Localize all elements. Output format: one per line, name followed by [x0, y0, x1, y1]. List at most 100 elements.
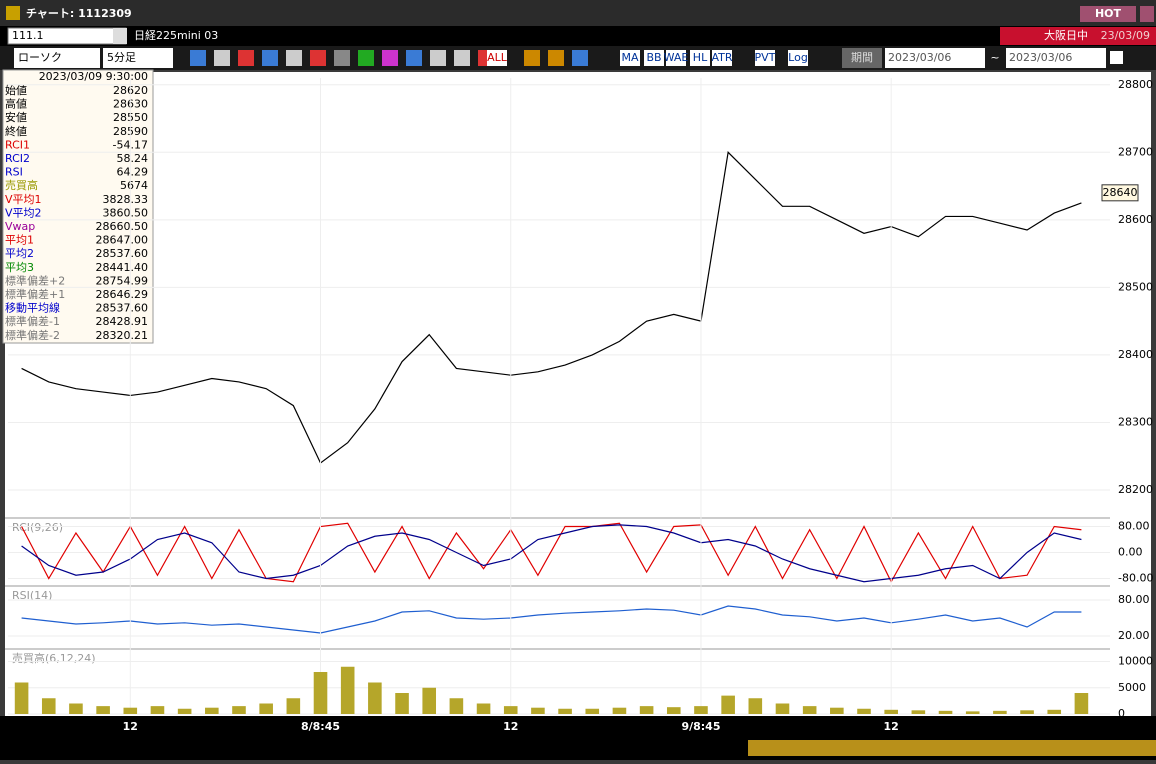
toolbar-icon[interactable]	[524, 50, 540, 66]
panel-title: 売買高(6,12,24)	[12, 651, 96, 665]
volume-bar	[802, 706, 817, 714]
x-tick-label: 9/8:45	[681, 720, 720, 733]
to-date-input[interactable]	[1006, 48, 1106, 68]
volume-bar	[965, 711, 980, 714]
info-timestamp: 2023/03/09 9:30:00	[39, 70, 148, 83]
symbol: 111.1	[12, 29, 44, 42]
volume-bar	[666, 707, 681, 714]
info-label: 平均2	[5, 247, 34, 260]
x-tick-label: 12	[884, 720, 899, 733]
y-tick-label: 28700	[1118, 145, 1153, 158]
toolbar-icon[interactable]	[430, 50, 446, 66]
toolbar-button[interactable]	[644, 50, 664, 66]
volume-bar	[1074, 693, 1089, 714]
volume-bar	[911, 710, 926, 714]
info-value: 28320.21	[96, 329, 149, 342]
volume-bar	[993, 710, 1007, 714]
volume-bar	[205, 707, 219, 714]
toolbar-icon[interactable]	[454, 50, 470, 66]
toolbar-icon[interactable]	[214, 50, 230, 66]
toolbar-button[interactable]	[788, 50, 808, 66]
info-label: V平均1	[5, 193, 42, 206]
info-value: 3828.33	[103, 193, 149, 206]
volume-bar	[313, 672, 328, 714]
from-date-input[interactable]	[885, 48, 985, 68]
date-separator: ~	[990, 51, 999, 64]
info-value: 28660.50	[96, 220, 149, 233]
toolbar-button[interactable]	[755, 50, 775, 66]
y-tick-label: 28300	[1118, 415, 1153, 428]
volume-bar	[476, 703, 491, 714]
info-value: 28537.60	[96, 247, 149, 260]
info-label: 平均3	[5, 261, 34, 274]
toolbar-button[interactable]	[712, 50, 732, 66]
y-tick-label: 0	[1118, 707, 1125, 720]
volume-bar	[232, 706, 246, 714]
y-tick-label: 28600	[1118, 213, 1153, 226]
toolbar-icon[interactable]	[238, 50, 254, 66]
toolbar-icon[interactable]	[334, 50, 350, 66]
y-tick-label: 28800	[1118, 78, 1153, 91]
toolbar-button[interactable]	[487, 50, 507, 66]
x-tick-label: 8/8:45	[301, 720, 340, 733]
toolbar-button[interactable]	[690, 50, 710, 66]
volume-bar	[14, 682, 29, 714]
period-label: 期間	[851, 51, 873, 64]
chart-type: ローソク	[18, 51, 62, 64]
toolbar-icon[interactable]	[548, 50, 564, 66]
toolbar-icon[interactable]	[358, 50, 374, 66]
toolbar-icon[interactable]	[406, 50, 422, 66]
panel-title: RCI(9,26)	[12, 521, 63, 534]
hot-button[interactable]	[1080, 6, 1136, 22]
y-tick-label: 28200	[1118, 483, 1153, 496]
y-tick-label: -80.00	[1118, 572, 1153, 585]
period-button[interactable]	[842, 48, 882, 68]
toolbar-button[interactable]	[620, 50, 640, 66]
panel-title: RSI(14)	[12, 589, 52, 602]
volume-bar	[938, 710, 953, 714]
info-label: V平均2	[5, 206, 42, 219]
close-button[interactable]	[1140, 6, 1154, 22]
symbol-dropdown[interactable]	[113, 28, 127, 44]
info-label: 標準偏差+2	[5, 273, 65, 287]
toolbar-icon[interactable]	[572, 50, 588, 66]
volume-bar	[395, 693, 409, 714]
info-label: 標準偏差+1	[5, 287, 65, 301]
toolbar-button-label: HL	[693, 51, 708, 64]
volume-bar	[1047, 709, 1062, 714]
toolbar-icon[interactable]	[286, 50, 302, 66]
volume-bar	[612, 707, 627, 714]
checkbox[interactable]	[1110, 51, 1123, 64]
volume-bar	[1020, 710, 1034, 714]
volume-bar	[639, 706, 654, 714]
volume-bar	[340, 666, 355, 714]
y-tick-label: 80.00	[1118, 593, 1150, 606]
session: 大阪日中	[1044, 28, 1088, 42]
info-label: 高値	[5, 97, 27, 111]
toolbar-icon[interactable]	[310, 50, 326, 66]
info-value: 3860.50	[103, 206, 149, 219]
toolbar-button-label: MA	[621, 51, 638, 64]
session-date: 23/03/09	[1101, 29, 1150, 42]
toolbar-button-label: ATR	[711, 51, 732, 64]
series-line	[21, 522, 1082, 584]
toolbar-icon[interactable]	[190, 50, 206, 66]
interval-select[interactable]	[103, 48, 173, 68]
info-value: 58.24	[117, 152, 149, 165]
info-label: 終値	[5, 124, 27, 138]
info-value: 28441.40	[96, 261, 149, 274]
app-icon	[6, 6, 20, 20]
toolbar-icon[interactable]	[382, 50, 398, 66]
volume-bar	[449, 698, 464, 714]
toolbar-button[interactable]	[666, 50, 686, 66]
chart-type-select[interactable]	[14, 48, 100, 68]
window-title: チャート: 1112309	[26, 7, 132, 20]
toolbar-row-1	[0, 26, 1156, 46]
volume-bar	[830, 707, 844, 714]
toolbar-icon[interactable]	[262, 50, 278, 66]
volume-bar	[259, 703, 273, 714]
volume-bar	[69, 703, 83, 714]
scrollbar-thumb[interactable]	[748, 740, 1156, 756]
info-label: RSI	[5, 166, 23, 179]
